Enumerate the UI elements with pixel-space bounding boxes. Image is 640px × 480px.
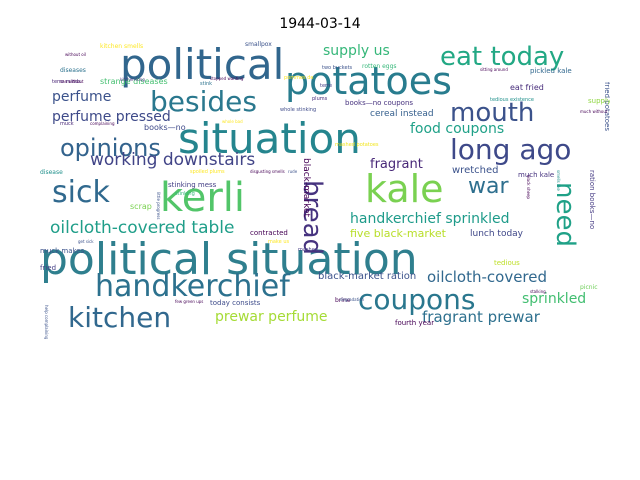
word-books-no-coupons: books—no coupons [345, 99, 414, 107]
word-stalking: stalking [530, 289, 546, 294]
word-fried-potatoes: fried potatoes [603, 82, 610, 132]
word-oilcloth-covered-table: oilcloth-covered table [50, 218, 235, 238]
word-whole-stinking: whole stinking [280, 107, 317, 113]
word-ration-books-no: ration books—no [588, 170, 596, 230]
word-fragrant-prewar: fragrant prewar [422, 308, 540, 326]
word-picnic: picnic [580, 284, 598, 291]
word-smells-like: smells like [556, 170, 561, 191]
word-fourth-year: fourth year [395, 319, 435, 327]
word-disease: disease [40, 169, 63, 176]
word-contracted: contracted [250, 229, 288, 237]
word-handkerchief: handkerchief [95, 269, 290, 304]
word-supply: supply [588, 97, 610, 105]
word-kale: kale [365, 167, 444, 211]
word-rotten-eggs: rotten eggs [362, 63, 397, 70]
word-smallpox: smallpox [245, 41, 272, 48]
word-pickled-kale: pickled kale [530, 67, 572, 75]
word-without-oil: without oil [65, 52, 86, 57]
word-handkerchief-sprinkled: handkerchief sprinkled [350, 211, 510, 227]
word-fried: fried [40, 264, 57, 272]
word-cloud: political situation situation political pot… [40, 40, 610, 340]
word-perfume: perfume [52, 89, 112, 105]
word-prewar-perfume: prewar perfume [215, 309, 328, 325]
word-tedious-existence: tedious existence [490, 97, 534, 103]
word-food-coupons: food coupons [410, 121, 505, 137]
word-lunch-today: lunch today [470, 229, 524, 239]
word-muck-makes: muck makes [40, 247, 85, 255]
word-get-sick: get sick [78, 239, 94, 244]
word-black-market-ration: black-market ration [318, 271, 417, 282]
word-much-kale: much kale [518, 171, 555, 179]
word-few-green-ups: few green ups [175, 299, 204, 304]
word-mashed: mashed [298, 247, 318, 253]
word-tedious: tedious [494, 259, 520, 267]
word-long-ago: long ago [450, 133, 572, 166]
word-black-sheep: black sheep [526, 175, 531, 199]
word-brine: brine [335, 297, 351, 304]
word-besides: besides [150, 85, 257, 118]
word-fragrant: fragrant [370, 157, 423, 172]
word-strange-diseases: strange diseases [100, 77, 168, 86]
word-five-black-market: five black-market [350, 227, 446, 240]
word-kerli: kerli [160, 175, 246, 221]
word-diseases: diseases [60, 67, 86, 74]
word-much-without: much without [580, 109, 608, 114]
word-terre: terre [320, 83, 333, 89]
word-books-no: books—no [144, 123, 186, 132]
word-muck: muck [60, 121, 74, 127]
word-political: political [120, 40, 285, 89]
word-black-market: black-market [301, 158, 311, 218]
word-make-us: make us [268, 239, 290, 245]
word-potatoes: potatoes [285, 59, 452, 103]
word-supply-us: supply us [323, 43, 390, 59]
word-political-situation: political situation [40, 234, 418, 285]
word-sitting-around: sitting around [480, 67, 508, 72]
word-kitchen: kitchen [68, 301, 172, 334]
word-whole-bad: whole bad [222, 119, 243, 124]
word-mashed-potatoes: mashed potatoes [335, 142, 379, 148]
word-pommes-de: pommes de [284, 75, 314, 81]
chart-title: 1944-03-14 [279, 16, 361, 32]
word-war: war [468, 174, 509, 199]
word-situation: situation [178, 114, 361, 163]
word-spoiled-plums: spoiled plums [190, 169, 225, 175]
word-little-progress: little progress [156, 192, 161, 220]
word-two-buckets: two buckets [322, 65, 353, 71]
word-today-consists: today consists [210, 299, 261, 307]
word-kitchen-long: kitchen-long [120, 77, 145, 82]
word-terre-minds: terre minds [52, 79, 81, 85]
word-rude: rude [288, 169, 298, 174]
word-perfume-pressed: perfume pressed [52, 109, 171, 125]
word-stinking: stinking [175, 191, 195, 197]
word-stink: stink [200, 81, 213, 87]
word-help-complaining: help complaining [44, 305, 49, 340]
word-stopped-wanting: stopped wanting [210, 76, 244, 81]
word-sprinkled: sprinkled [522, 291, 587, 307]
word-opinions: opinions [60, 134, 161, 162]
word-wretched: wretched [452, 165, 499, 176]
word-oilcloth-covered: oilcloth-covered [427, 268, 548, 286]
word-complaining: complaining [90, 121, 115, 126]
word-kitchen-smells: kitchen smells [100, 43, 144, 50]
word-degradation: degradation [340, 297, 365, 302]
word-mouth: mouth [450, 98, 535, 128]
word-need: need [550, 182, 580, 247]
word-cereal-instead: cereal instead [370, 109, 434, 119]
word-eat-fried: eat fried [510, 83, 544, 92]
word-sick: sick [52, 175, 110, 210]
word-eat-today: eat today [440, 42, 565, 72]
word-can-without: can without [60, 79, 84, 84]
word-disgusting-smells: disgusting smells [250, 169, 285, 174]
word-scrap: scrap [130, 202, 152, 211]
word-plums: plums [312, 96, 328, 102]
word-working-downstairs: working downstairs [90, 150, 256, 170]
word-stinking-mess: stinking mess [168, 181, 217, 189]
word-coupons: coupons [358, 283, 476, 316]
